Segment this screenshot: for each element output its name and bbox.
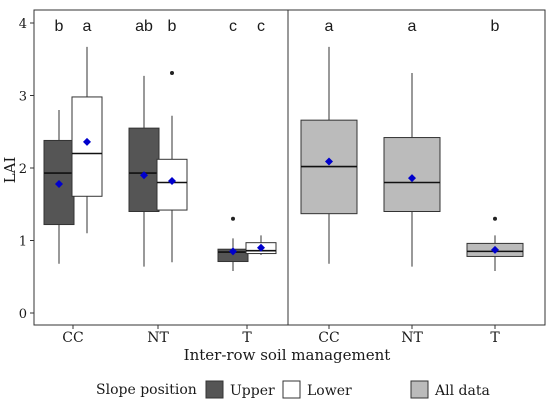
significance-letter: b bbox=[55, 18, 64, 35]
significance-letter: ab bbox=[135, 18, 153, 35]
y-tick-label: 2 bbox=[19, 162, 27, 177]
axes: LAI Inter-row soil management 0 1 2 3 4 bbox=[1, 17, 390, 364]
significance-letter: b bbox=[168, 18, 177, 35]
legend-entry-all-data: All data bbox=[410, 380, 490, 399]
outlier-point bbox=[493, 216, 497, 221]
box-nt-lower: b bbox=[156, 18, 188, 263]
x-axis-title: Inter-row soil management bbox=[184, 346, 391, 364]
y-tick-label: 1 bbox=[19, 235, 27, 250]
y-axis-title: LAI bbox=[1, 157, 19, 184]
significance-letter: b bbox=[491, 18, 500, 35]
legend-label: Upper bbox=[230, 383, 275, 399]
mean-marker bbox=[83, 137, 91, 146]
y-tick-label: 4 bbox=[19, 17, 27, 32]
mean-marker bbox=[408, 174, 416, 183]
box-cc-lower: a bbox=[71, 18, 103, 234]
x-tick-label: CC bbox=[318, 330, 339, 346]
x-tick-label: NT bbox=[401, 330, 423, 346]
outlier-point bbox=[170, 71, 174, 76]
mean-marker bbox=[325, 157, 333, 166]
panel-border bbox=[287, 9, 546, 326]
mean-marker bbox=[491, 245, 499, 254]
significance-letter: a bbox=[408, 18, 417, 35]
significance-letter: a bbox=[325, 18, 334, 35]
panel-1: CC NT Tb a ab b c c bbox=[33, 9, 289, 346]
box-nt-all-data: a bbox=[383, 18, 441, 267]
y-tick-label: 3 bbox=[19, 90, 27, 105]
legend-label: All data bbox=[434, 383, 490, 399]
mean-marker bbox=[257, 243, 265, 252]
mean-marker bbox=[229, 247, 237, 256]
legend: Slope position Upper Lower All data bbox=[96, 380, 490, 399]
box-nt-upper: ab bbox=[128, 18, 160, 267]
box-body bbox=[128, 127, 160, 212]
outlier-point bbox=[231, 216, 235, 221]
legend-swatch bbox=[282, 380, 301, 399]
panels: CC NT Tb a ab b c cCC NT Ta a b bbox=[33, 9, 546, 346]
box-cc-all-data: a bbox=[300, 18, 358, 264]
box-t-all-data: b bbox=[466, 18, 524, 271]
x-tick-label: NT bbox=[147, 330, 169, 346]
y-tick-label: 0 bbox=[19, 307, 27, 322]
x-tick-label: CC bbox=[62, 330, 83, 346]
x-tick-label: T bbox=[490, 330, 500, 346]
legend-label: Lower bbox=[307, 383, 352, 399]
x-tick-label: T bbox=[242, 330, 252, 346]
legend-entry-upper: Upper bbox=[205, 380, 275, 399]
box-t-upper: c bbox=[217, 18, 249, 271]
box-body bbox=[383, 137, 441, 212]
legend-swatch bbox=[205, 380, 224, 399]
mean-marker bbox=[55, 179, 63, 188]
box-t-lower: c bbox=[245, 18, 277, 255]
box-cc-upper: b bbox=[43, 18, 75, 264]
legend-title: Slope position bbox=[96, 382, 197, 398]
significance-letter: c bbox=[257, 18, 265, 35]
box-body bbox=[71, 96, 103, 197]
legend-entry-lower: Lower bbox=[282, 380, 352, 399]
significance-letter: c bbox=[229, 18, 237, 35]
mean-marker bbox=[140, 171, 148, 180]
legend-swatch bbox=[410, 380, 429, 399]
mean-marker bbox=[168, 177, 176, 186]
panel-2: CC NT Ta a b bbox=[287, 9, 546, 346]
significance-letter: a bbox=[83, 18, 92, 35]
